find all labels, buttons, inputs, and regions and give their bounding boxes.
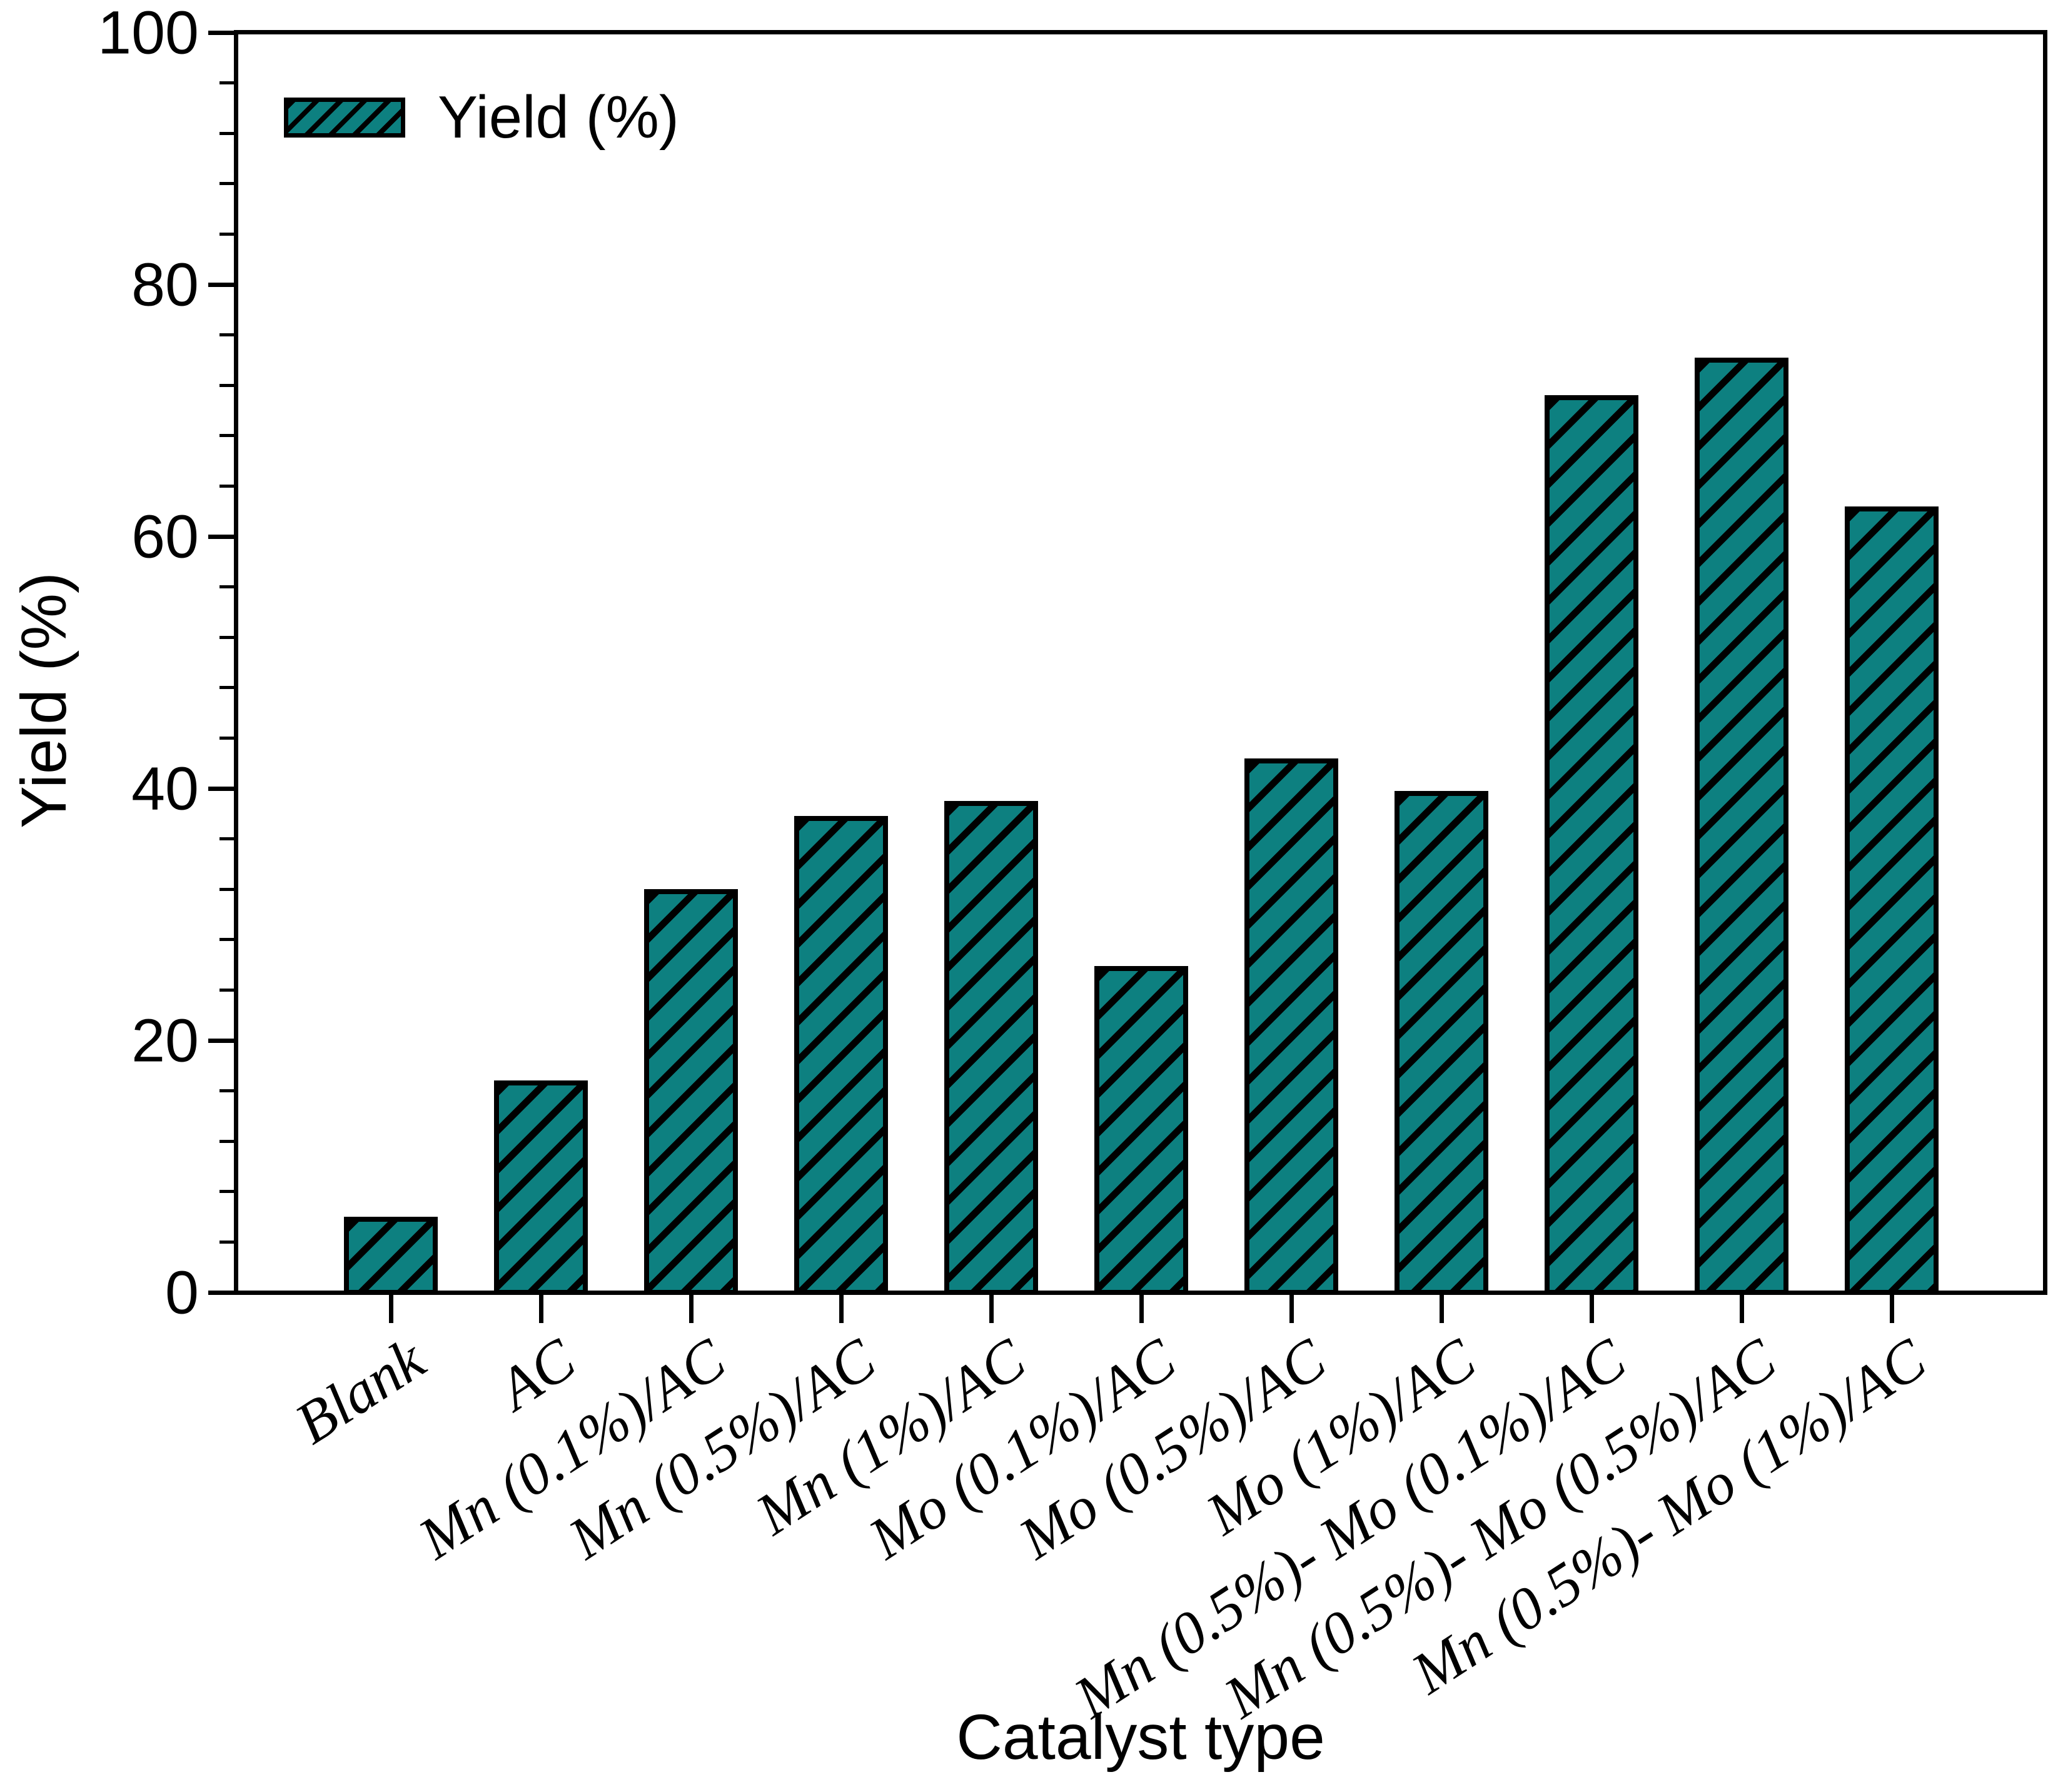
x-tick	[1139, 1295, 1144, 1323]
y-minor-tick	[219, 232, 236, 236]
y-minor-tick	[219, 333, 236, 337]
bar-Mo (0.1%)/AC	[1094, 966, 1188, 1295]
bar-Mn (0.5%)- Mo (0.5%)/AC	[1695, 357, 1788, 1295]
y-minor-tick	[219, 81, 236, 85]
y-minor-tick	[219, 1089, 236, 1093]
y-minor-tick	[219, 988, 236, 992]
bar-Mo (1%)/AC	[1395, 791, 1488, 1295]
x-tick	[1889, 1295, 1894, 1323]
bar-Mn (0.5%)- Mo (0.1%)/AC	[1545, 395, 1638, 1295]
x-tick-label: AC	[486, 1325, 587, 1422]
x-tick-label: Blank	[283, 1325, 436, 1457]
y-minor-tick	[219, 434, 236, 438]
y-major-tick	[208, 282, 236, 287]
x-tick	[1439, 1295, 1444, 1323]
bar-Mn (0.5%)/AC	[794, 816, 888, 1295]
x-tick	[1589, 1295, 1594, 1323]
y-minor-tick	[219, 1190, 236, 1194]
y-tick-label: 0	[165, 1258, 199, 1327]
bar-Blank	[344, 1217, 438, 1295]
legend-label: Yield (%)	[438, 84, 679, 151]
x-tick	[388, 1295, 393, 1323]
x-tick	[839, 1295, 844, 1323]
x-tick	[689, 1295, 694, 1323]
bar-AC	[494, 1080, 588, 1295]
y-minor-tick	[219, 1139, 236, 1143]
y-tick-label: 100	[98, 0, 199, 67]
y-major-tick	[208, 1038, 236, 1043]
y-minor-tick	[219, 182, 236, 186]
bar-Mn (0.1%)/AC	[644, 889, 738, 1295]
y-tick-label: 20	[131, 1006, 199, 1075]
y-tick-label: 60	[131, 502, 199, 571]
y-axis-title: Yield (%)	[8, 572, 79, 828]
y-minor-tick	[219, 1240, 236, 1244]
x-tick	[538, 1295, 543, 1323]
y-minor-tick	[219, 131, 236, 135]
y-minor-tick	[219, 383, 236, 387]
y-minor-tick	[219, 635, 236, 639]
y-minor-tick	[219, 938, 236, 942]
y-minor-tick	[219, 484, 236, 488]
legend-swatch-hatched	[284, 98, 405, 138]
y-minor-tick	[219, 686, 236, 690]
y-minor-tick	[219, 837, 236, 841]
y-major-tick	[208, 30, 236, 35]
y-major-tick	[208, 1290, 236, 1295]
y-major-tick	[208, 786, 236, 791]
bar-Mo (0.5%)/AC	[1244, 758, 1338, 1295]
x-tick	[1289, 1295, 1294, 1323]
x-tick	[989, 1295, 994, 1323]
y-minor-tick	[219, 887, 236, 891]
y-minor-tick	[219, 736, 236, 740]
y-major-tick	[208, 534, 236, 539]
x-axis-title: Catalyst type	[956, 1701, 1325, 1773]
y-tick-label: 40	[131, 754, 199, 823]
bar-Mn (1%)/AC	[944, 801, 1038, 1295]
bar-Mn (0.5%)- Mo (1%)/AC	[1845, 506, 1939, 1295]
y-minor-tick	[219, 585, 236, 589]
legend: Yield (%)	[284, 88, 679, 148]
x-tick	[1739, 1295, 1744, 1323]
y-tick-label: 80	[131, 250, 199, 319]
